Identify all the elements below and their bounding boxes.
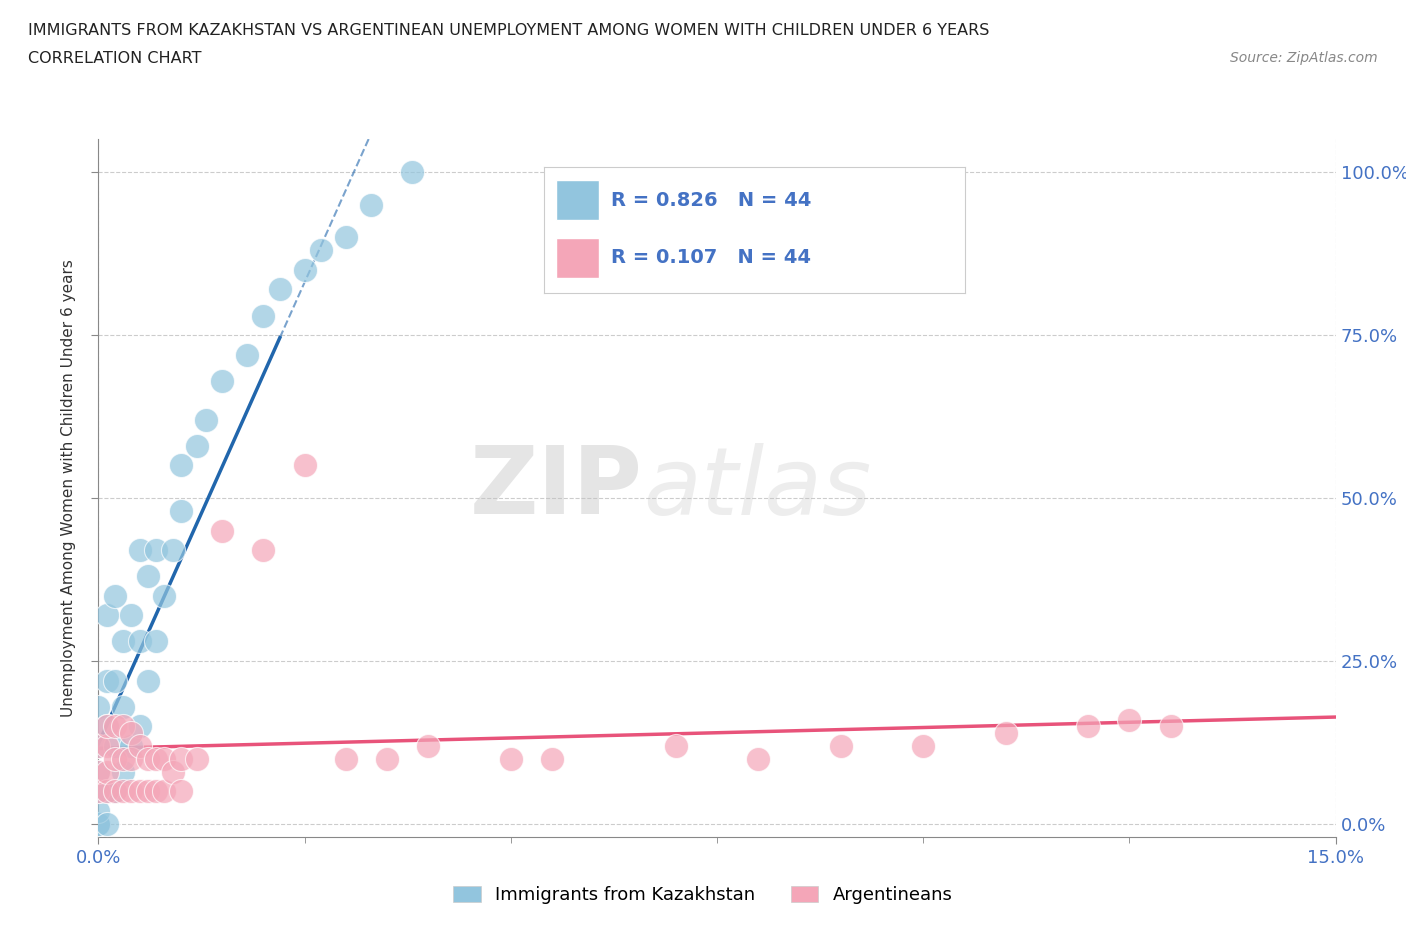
Point xyxy=(335,751,357,766)
Point xyxy=(87,764,110,779)
Point xyxy=(120,725,142,740)
Point xyxy=(269,282,291,297)
Point xyxy=(830,738,852,753)
Point xyxy=(120,738,142,753)
Point xyxy=(87,784,110,799)
Point xyxy=(96,764,118,779)
Point xyxy=(211,373,233,388)
Point xyxy=(104,673,127,688)
Point xyxy=(194,412,217,427)
Point xyxy=(104,784,127,799)
Point xyxy=(128,634,150,649)
Point xyxy=(87,699,110,714)
Point xyxy=(87,738,110,753)
Point xyxy=(162,543,184,558)
Point xyxy=(104,784,127,799)
Point xyxy=(112,699,135,714)
Point xyxy=(87,784,110,799)
Point xyxy=(136,751,159,766)
Point xyxy=(112,751,135,766)
Point xyxy=(96,719,118,734)
Point xyxy=(112,634,135,649)
Point xyxy=(145,751,167,766)
Text: IMMIGRANTS FROM KAZAKHSTAN VS ARGENTINEAN UNEMPLOYMENT AMONG WOMEN WITH CHILDREN: IMMIGRANTS FROM KAZAKHSTAN VS ARGENTINEA… xyxy=(28,23,990,38)
Point xyxy=(96,784,118,799)
Point xyxy=(87,817,110,831)
Point xyxy=(170,504,193,519)
Point xyxy=(1160,719,1182,734)
Point xyxy=(145,543,167,558)
Point xyxy=(994,725,1017,740)
Text: CORRELATION CHART: CORRELATION CHART xyxy=(28,51,201,66)
Point xyxy=(104,589,127,604)
Point xyxy=(252,543,274,558)
Y-axis label: Unemployment Among Women with Children Under 6 years: Unemployment Among Women with Children U… xyxy=(60,259,76,717)
Text: Source: ZipAtlas.com: Source: ZipAtlas.com xyxy=(1230,51,1378,65)
Point xyxy=(211,524,233,538)
Point xyxy=(136,569,159,584)
Point xyxy=(112,719,135,734)
Point xyxy=(128,738,150,753)
Point xyxy=(186,751,208,766)
Point xyxy=(170,458,193,472)
Point xyxy=(136,784,159,799)
Point xyxy=(96,608,118,623)
Point xyxy=(145,784,167,799)
Point xyxy=(96,719,118,734)
Point xyxy=(162,764,184,779)
Point xyxy=(170,751,193,766)
Text: atlas: atlas xyxy=(643,443,872,534)
Point xyxy=(87,817,110,831)
Point xyxy=(136,673,159,688)
Point xyxy=(120,784,142,799)
Point xyxy=(747,751,769,766)
Point xyxy=(375,751,398,766)
Point xyxy=(128,543,150,558)
Point xyxy=(145,634,167,649)
Point xyxy=(170,784,193,799)
Point xyxy=(401,165,423,179)
Point xyxy=(96,673,118,688)
Point xyxy=(104,738,127,753)
Point xyxy=(1118,712,1140,727)
Point xyxy=(1077,719,1099,734)
Point xyxy=(309,243,332,258)
Point xyxy=(912,738,935,753)
Point xyxy=(665,738,688,753)
Point xyxy=(153,589,176,604)
Point xyxy=(87,804,110,818)
Point xyxy=(128,784,150,799)
Point xyxy=(294,458,316,472)
Point xyxy=(186,438,208,453)
Point xyxy=(294,262,316,277)
Point xyxy=(96,817,118,831)
Point xyxy=(335,230,357,245)
Legend: Immigrants from Kazakhstan, Argentineans: Immigrants from Kazakhstan, Argentineans xyxy=(446,879,960,911)
Point xyxy=(153,751,176,766)
Point xyxy=(87,738,110,753)
Point xyxy=(541,751,564,766)
Point xyxy=(96,784,118,799)
Point xyxy=(112,784,135,799)
Point xyxy=(112,764,135,779)
Point xyxy=(360,197,382,212)
Point xyxy=(236,347,259,362)
Point xyxy=(120,751,142,766)
Point xyxy=(252,308,274,323)
Point xyxy=(104,719,127,734)
Point xyxy=(87,817,110,831)
Text: ZIP: ZIP xyxy=(470,443,643,534)
Point xyxy=(87,764,110,779)
Point xyxy=(499,751,522,766)
Point xyxy=(153,784,176,799)
Point xyxy=(120,608,142,623)
Point xyxy=(128,719,150,734)
Point xyxy=(104,751,127,766)
Point xyxy=(96,738,118,753)
Point xyxy=(418,738,440,753)
